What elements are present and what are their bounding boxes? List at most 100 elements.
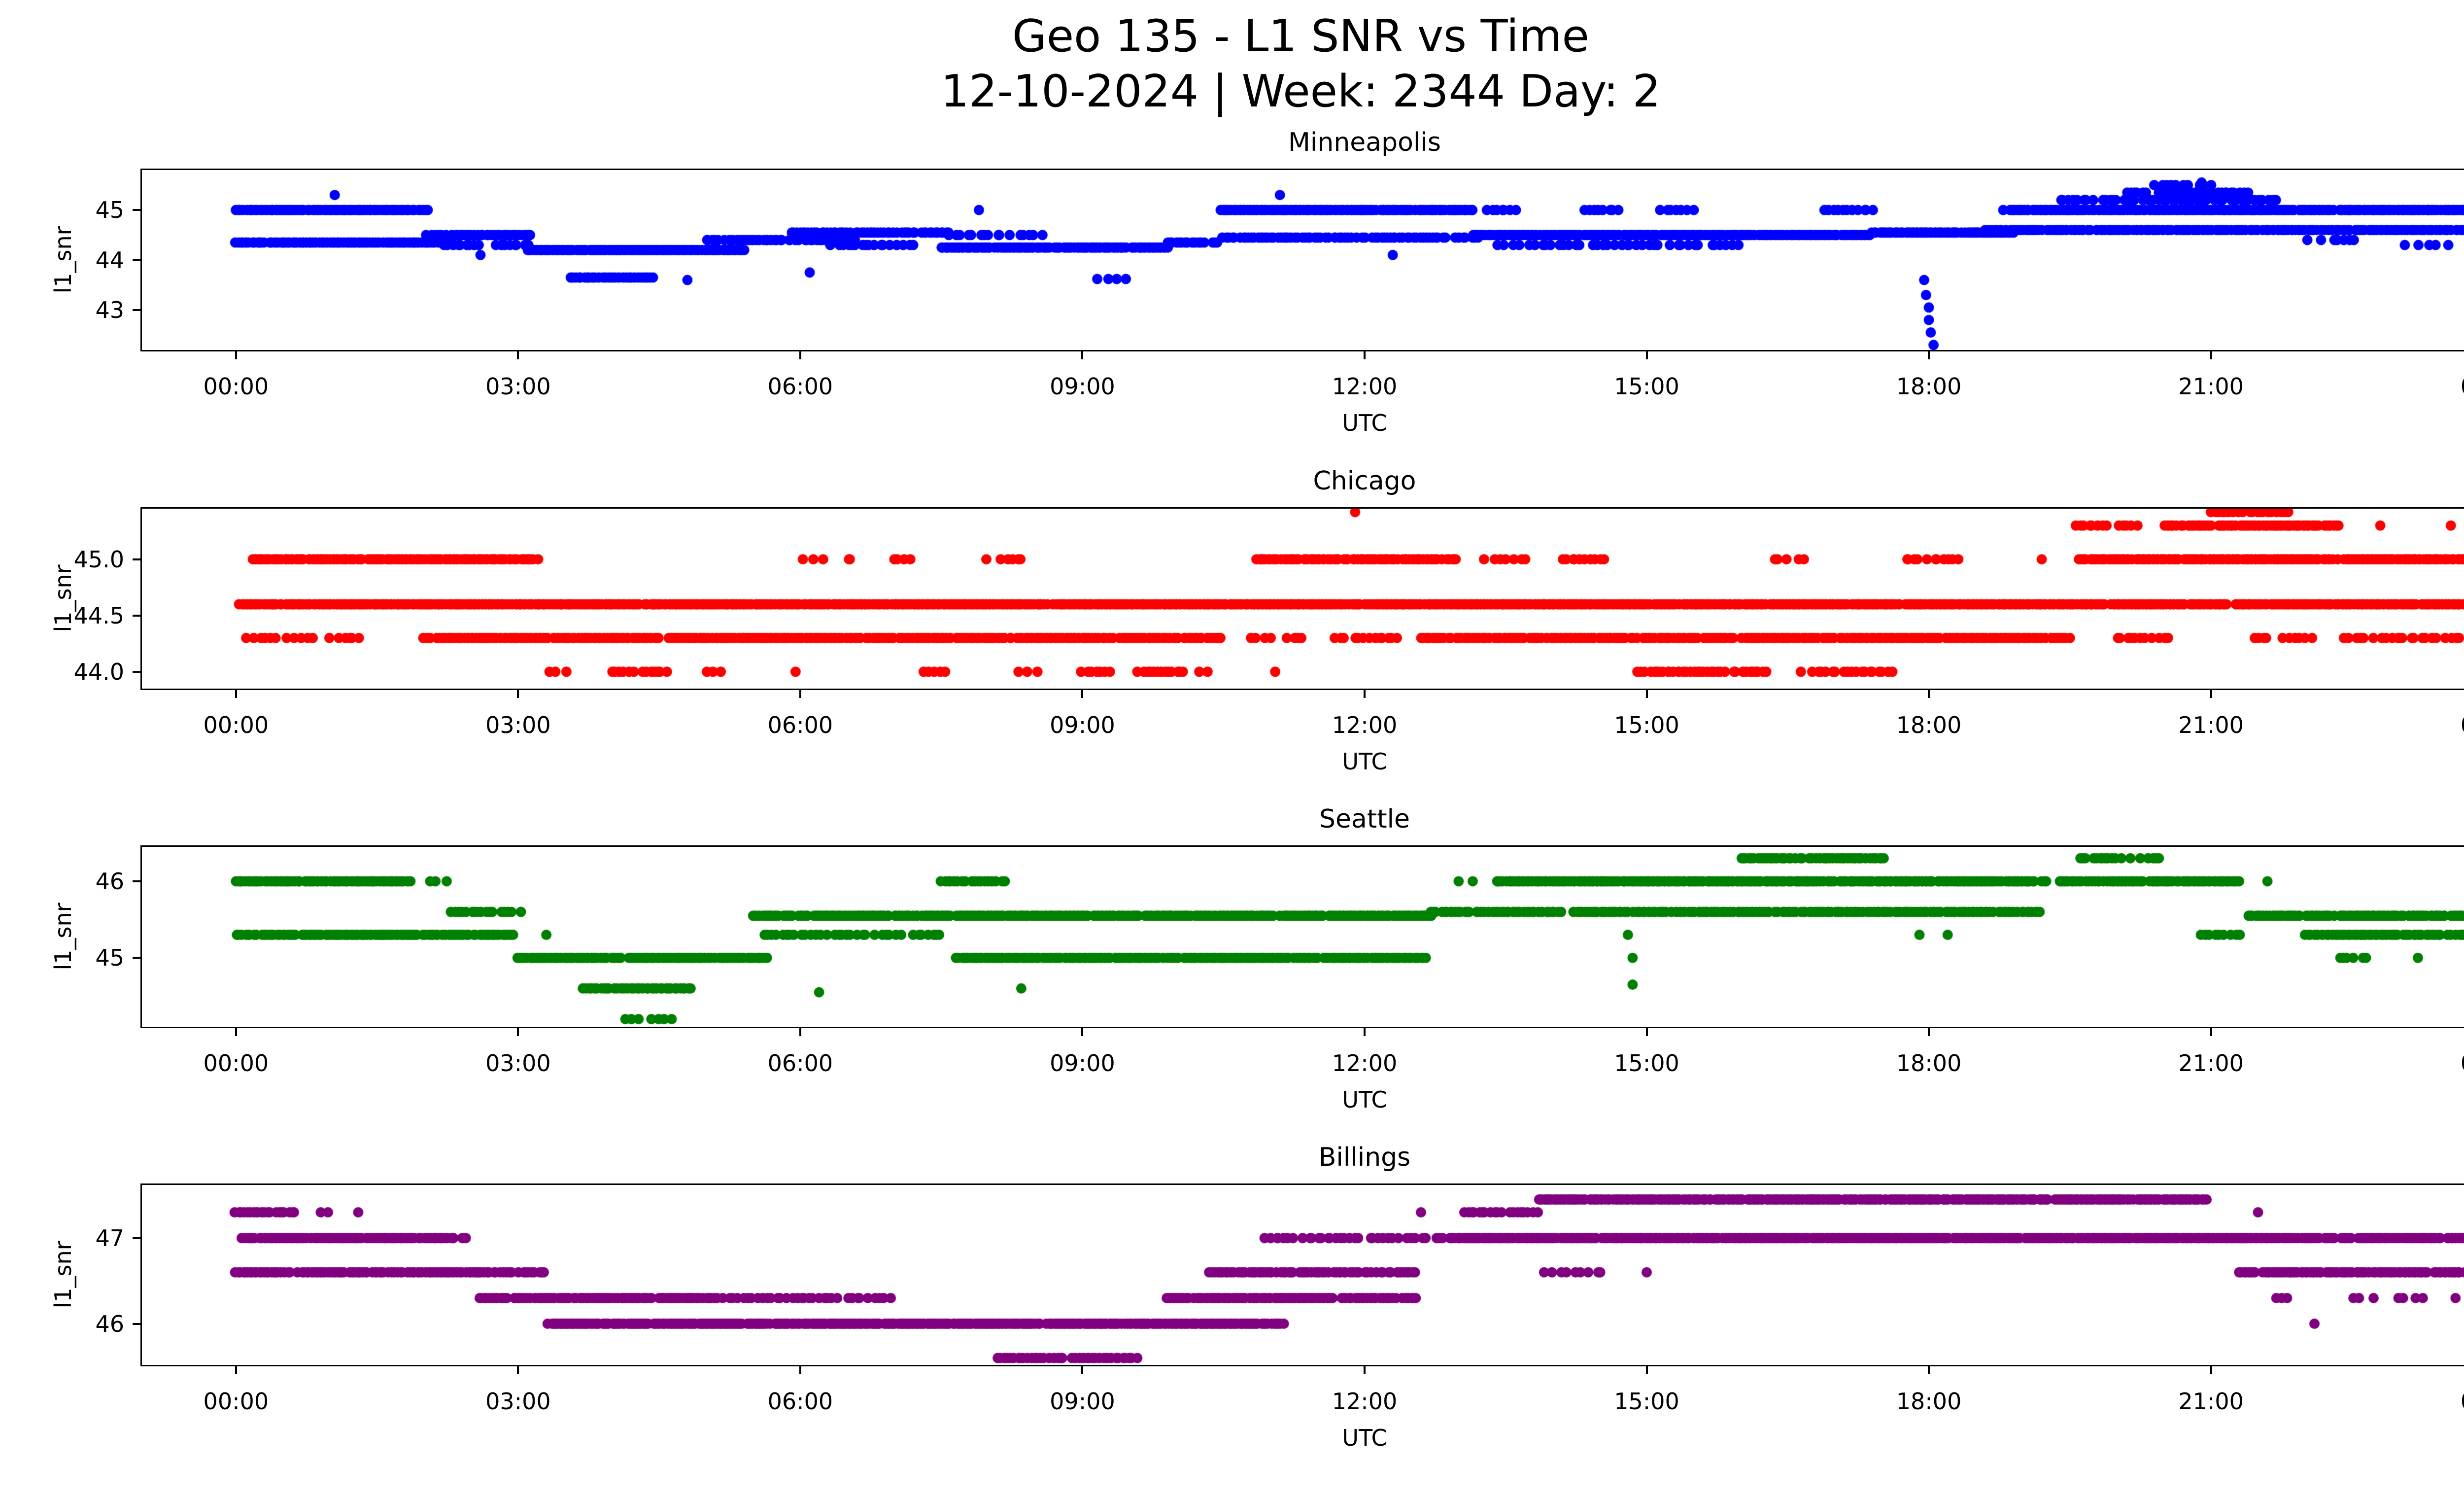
x-axis-label: UTC <box>1342 410 1387 436</box>
y-tick-mark <box>133 558 140 560</box>
y-tick-mark <box>133 209 140 211</box>
x-tick-mark <box>1081 690 1084 698</box>
x-tick-label: 15:00 <box>1614 373 1679 400</box>
y-tick-label: 45 <box>95 944 124 972</box>
x-tick-label: 00:00 <box>2429 373 2464 400</box>
x-tick-label: 06:00 <box>767 712 833 738</box>
y-tick-label: 47 <box>95 1224 124 1252</box>
scatter-canvas <box>142 1185 2464 1365</box>
x-tick-mark <box>1081 1028 1084 1036</box>
x-tick-mark <box>2210 690 2212 698</box>
plot-area <box>140 1183 2464 1366</box>
x-tick-mark <box>799 1028 801 1036</box>
x-tick-label: 12:00 <box>1332 712 1398 738</box>
x-tick-mark <box>1081 351 1084 359</box>
y-tick-label: 45.0 <box>73 546 124 573</box>
x-tick-label: 00:00 <box>2429 712 2464 738</box>
x-tick-mark <box>235 1366 237 1374</box>
y-tick-mark <box>133 957 140 959</box>
x-tick-label: 18:00 <box>1896 712 1962 738</box>
x-tick-mark <box>1645 351 1648 359</box>
x-tick-label: 12:00 <box>1332 373 1398 400</box>
x-tick-label: 03:00 <box>485 1388 551 1415</box>
x-tick-label: 03:00 <box>485 373 551 400</box>
x-tick-mark <box>1645 1366 1648 1374</box>
x-tick-mark <box>235 690 237 698</box>
y-tick-mark <box>133 614 140 617</box>
y-tick-mark <box>133 309 140 311</box>
subplot-seattle: Seattle l1_snr UTC 00:00 03:00 06:00 09:00 1… <box>0 802 2464 1128</box>
x-tick-mark <box>517 1028 519 1036</box>
x-tick-label: 00:00 <box>203 712 269 738</box>
x-tick-label: 09:00 <box>1050 373 1115 400</box>
x-tick-label: 21:00 <box>2178 1388 2244 1415</box>
y-tick-label: 43 <box>95 296 124 323</box>
x-tick-mark <box>517 690 519 698</box>
x-tick-mark <box>1928 1366 1930 1374</box>
x-tick-mark <box>1364 690 1366 698</box>
x-tick-label: 18:00 <box>1896 1388 1962 1415</box>
x-tick-mark <box>1645 1028 1648 1036</box>
x-tick-label: 00:00 <box>2429 1388 2464 1415</box>
x-tick-label: 18:00 <box>1896 1050 1962 1077</box>
y-tick-mark <box>133 1322 140 1325</box>
y-tick-mark <box>133 670 140 673</box>
x-tick-mark <box>1928 351 1930 359</box>
x-tick-label: 06:00 <box>767 373 833 400</box>
x-tick-label: 09:00 <box>1050 1388 1115 1415</box>
x-tick-mark <box>1364 1028 1366 1036</box>
x-tick-label: 03:00 <box>485 1050 551 1077</box>
x-tick-mark <box>1364 351 1366 359</box>
y-tick-mark <box>133 259 140 261</box>
subplot-chicago: Chicago l1_snr UTC 00:00 03:00 06:00 09:00 1… <box>0 464 2464 790</box>
x-tick-label: 00:00 <box>203 1050 269 1077</box>
subplot-billings: Billings l1_snr UTC 00:00 03:00 06:00 09:00… <box>0 1141 2464 1466</box>
x-tick-mark <box>1364 1366 1366 1374</box>
y-tick-mark <box>133 880 140 882</box>
x-tick-mark <box>517 351 519 359</box>
x-tick-label: 00:00 <box>203 373 269 400</box>
plot-area <box>140 507 2464 690</box>
x-tick-mark <box>235 1028 237 1036</box>
plot-area <box>140 169 2464 351</box>
figure-title: Geo 135 - L1 SNR vs Time 12-10-2024 | We… <box>0 9 2464 119</box>
scatter-canvas <box>142 847 2464 1027</box>
subplot-title: Minneapolis <box>1288 128 1441 157</box>
y-tick-label: 46 <box>95 868 124 895</box>
figure-title-line1: Geo 135 - L1 SNR vs Time <box>1012 10 1589 62</box>
y-tick-label: 44 <box>95 246 124 274</box>
x-tick-label: 15:00 <box>1614 1050 1679 1077</box>
x-tick-mark <box>799 1366 801 1374</box>
figure-title-line2: 12-10-2024 | Week: 2344 Day: 2 <box>940 66 1661 117</box>
x-axis-label: UTC <box>1342 748 1387 775</box>
x-tick-label: 15:00 <box>1614 1388 1679 1415</box>
x-tick-label: 06:00 <box>767 1050 833 1077</box>
x-tick-label: 18:00 <box>1896 373 1962 400</box>
x-tick-label: 15:00 <box>1614 712 1679 738</box>
scatter-canvas <box>142 170 2464 350</box>
x-axis-label: UTC <box>1342 1086 1387 1113</box>
x-tick-label: 21:00 <box>2178 1050 2244 1077</box>
x-tick-label: 12:00 <box>1332 1050 1398 1077</box>
x-tick-label: 06:00 <box>767 1388 833 1415</box>
subplot-minneapolis: Minneapolis l1_snr UTC 00:00 03:00 06:00 09… <box>0 126 2464 451</box>
x-tick-mark <box>799 351 801 359</box>
x-tick-label: 00:00 <box>203 1388 269 1415</box>
plot-area <box>140 845 2464 1028</box>
y-tick-label: 46 <box>95 1310 124 1337</box>
x-tick-mark <box>1928 690 1930 698</box>
x-tick-mark <box>235 351 237 359</box>
x-tick-mark <box>517 1366 519 1374</box>
x-tick-label: 00:00 <box>2429 1050 2464 1077</box>
x-tick-mark <box>2210 351 2212 359</box>
x-tick-label: 09:00 <box>1050 712 1115 738</box>
subplot-title: Chicago <box>1313 466 1416 496</box>
x-axis-label: UTC <box>1342 1425 1387 1451</box>
y-tick-mark <box>133 1237 140 1239</box>
y-tick-label: 44.5 <box>73 602 124 629</box>
x-tick-mark <box>1645 690 1648 698</box>
x-tick-mark <box>799 690 801 698</box>
x-tick-label: 12:00 <box>1332 1388 1398 1415</box>
y-tick-label: 45 <box>95 197 124 224</box>
x-tick-mark <box>2210 1366 2212 1374</box>
